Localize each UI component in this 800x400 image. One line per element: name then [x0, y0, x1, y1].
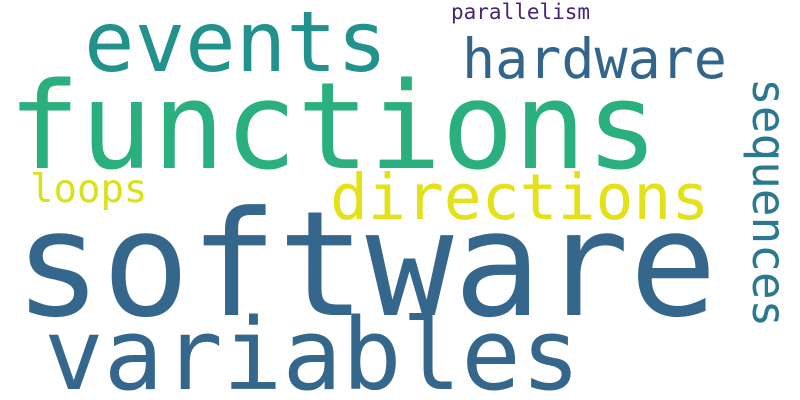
word-hardware: hardware: [462, 27, 727, 91]
word-sequences: sequences: [742, 78, 796, 328]
word-loops: loops: [30, 167, 148, 212]
word-variables: variables: [44, 298, 581, 400]
word-parallelism: parallelism: [451, 0, 591, 24]
word-directions: directions: [330, 161, 710, 234]
word-events: events: [84, 0, 388, 91]
word-software: software: [14, 180, 718, 350]
word-functions: functions: [8, 58, 659, 197]
